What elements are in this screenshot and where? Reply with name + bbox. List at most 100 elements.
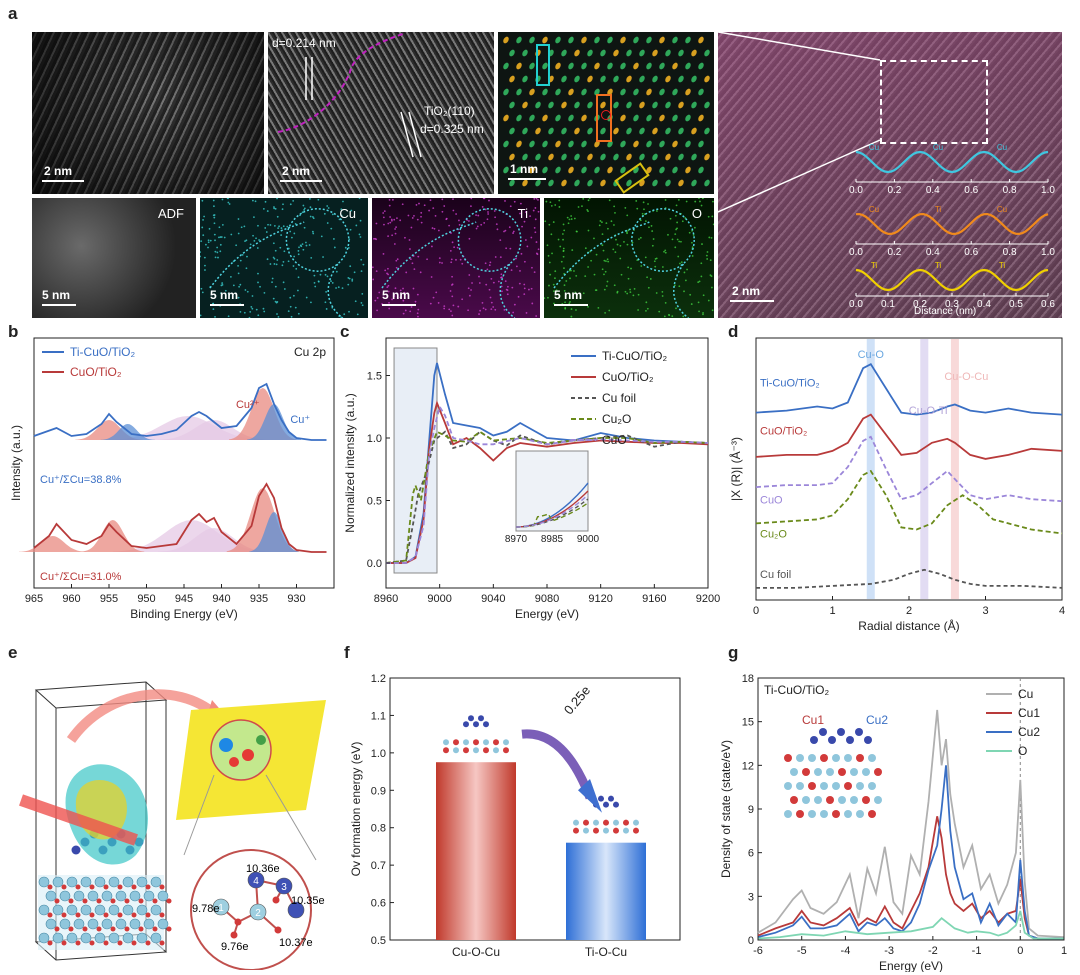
atom-index: 3 — [281, 882, 287, 893]
eds-dot — [393, 295, 396, 297]
structure-atom — [463, 739, 469, 746]
eds-dot — [467, 309, 470, 312]
eds-dot — [523, 293, 526, 295]
profile-tick-label: 0.5 — [1009, 299, 1023, 310]
eds-dot — [544, 220, 547, 223]
scale-label: 5 nm — [210, 288, 239, 302]
eds-dot — [629, 288, 631, 291]
eds-dot — [655, 257, 658, 260]
eds-dot — [669, 217, 672, 220]
eds-dot — [602, 249, 605, 252]
atom-dot — [646, 88, 652, 96]
atom-dot — [672, 62, 678, 70]
eds-dot — [204, 264, 206, 267]
eds-dot — [394, 228, 397, 230]
eds-dot — [294, 306, 297, 309]
ti-atom — [38, 876, 50, 888]
atom-dot — [568, 114, 574, 122]
eds-dot — [255, 237, 257, 240]
eds-dot — [582, 198, 585, 200]
eds-dot — [418, 202, 420, 205]
structure-atom — [784, 782, 792, 790]
eds-dot — [255, 308, 258, 311]
series-line — [755, 363, 1063, 416]
eds-dot — [555, 289, 558, 292]
eds-dot — [337, 286, 340, 289]
eds-dot — [361, 304, 364, 307]
ti-atom — [66, 932, 78, 944]
ti-atom — [101, 890, 113, 902]
eds-dot — [433, 227, 436, 230]
eds-dot — [554, 204, 557, 206]
structure-atom — [593, 827, 599, 834]
atom-dot — [555, 88, 561, 96]
atom-dot — [561, 127, 567, 135]
eds-dot — [302, 204, 305, 207]
annotation: Cu2 — [866, 713, 888, 727]
x-tick-label: 9200 — [696, 593, 720, 605]
eds-dot — [262, 307, 265, 310]
eds-dot — [605, 260, 607, 263]
eds-dot — [303, 209, 305, 211]
eds-dot — [691, 246, 694, 249]
profile-tick-label: 1.0 — [1041, 185, 1055, 196]
eds-dot — [374, 299, 377, 302]
eds-dot — [517, 295, 520, 298]
atomic-map-image: 1 nm — [498, 32, 714, 194]
eds-dot — [201, 226, 204, 229]
structure-atom — [784, 754, 792, 762]
atom-dot — [516, 166, 522, 174]
eds-dot — [350, 209, 353, 212]
atom-dot — [581, 140, 587, 148]
ti-atom — [129, 918, 141, 930]
eds-dot — [264, 227, 267, 229]
eds-dot — [449, 249, 452, 252]
eds-dot — [221, 282, 224, 284]
y-tick-label: 18 — [742, 673, 754, 685]
o-atom — [47, 940, 53, 946]
cluster-atom — [249, 903, 267, 921]
eds-dot — [228, 203, 231, 205]
eds-dot — [274, 249, 277, 252]
profile-tick-label: 0.4 — [977, 299, 991, 310]
eds-dot — [426, 258, 428, 261]
structure-atom — [593, 819, 599, 826]
eds-dot — [429, 302, 432, 305]
eds-dot — [244, 289, 247, 291]
structure-atom — [808, 810, 816, 818]
atom-dot — [698, 62, 704, 70]
atom-dot — [516, 36, 522, 44]
atom-dot — [685, 62, 691, 70]
series-line — [755, 469, 1063, 535]
atom-dot — [509, 49, 515, 57]
eds-dot — [333, 238, 335, 240]
eds-dot — [633, 288, 636, 290]
eds-dot — [432, 207, 435, 210]
eds-dot — [213, 222, 216, 225]
o-atom — [124, 898, 130, 904]
eds-dot — [413, 214, 415, 217]
eds-dot — [506, 289, 509, 292]
series-line — [385, 430, 709, 564]
eds-adf-map: ADF 5 nm — [32, 198, 196, 318]
structure-atom — [483, 739, 489, 746]
structure-atom — [603, 801, 609, 808]
structure-atom — [874, 796, 882, 804]
ti-atom — [73, 890, 85, 902]
eds-dot — [470, 289, 472, 291]
eds-dot — [458, 219, 460, 222]
eds-dot — [341, 287, 344, 290]
line-profile — [855, 150, 1049, 174]
eds-dot — [451, 295, 454, 298]
eds-dot — [360, 258, 363, 261]
eds-dot — [360, 270, 363, 273]
structure-atom — [868, 782, 876, 790]
category-label: Cu-O-Cu — [452, 945, 500, 959]
eds-dot — [451, 283, 454, 286]
chart-xanes: 8970 8985 9000 8960 9000 9040 9080 9120 9160 9200… — [343, 337, 720, 621]
eds-dot — [459, 258, 462, 261]
eds-dot — [697, 301, 700, 304]
eds-dot — [513, 200, 516, 203]
eds-dot — [428, 209, 431, 212]
eds-dot — [606, 280, 609, 283]
